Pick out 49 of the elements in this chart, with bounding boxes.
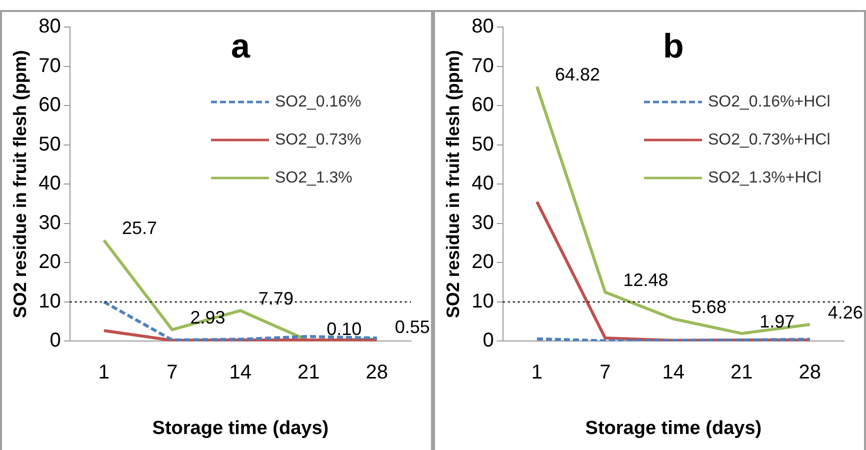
y-tick-label: 30 [38, 212, 61, 234]
legend-label: SO2_1.3% [275, 169, 352, 186]
x-tick-label: 21 [730, 362, 753, 384]
x-tick-label: 1 [531, 362, 543, 384]
x-tick-label: 14 [662, 362, 685, 384]
y-tick-label: 60 [472, 94, 494, 116]
y-tick-label: 10 [472, 290, 494, 312]
data-label: 0.55 [394, 317, 430, 338]
y-axis-title: SO2 residue in fruit flesh (ppm) [442, 50, 463, 318]
data-label: 25.7 [122, 218, 158, 238]
y-tick-label: 50 [472, 133, 494, 156]
y-tick-label: 70 [38, 54, 61, 77]
data-label: 7.79 [258, 288, 294, 309]
legend-label: SO2_0.73%+HCl [708, 131, 830, 148]
x-tick-label: 28 [798, 362, 822, 384]
x-tick-label: 21 [298, 362, 320, 384]
legend-label: SO2_0.16% [275, 93, 362, 110]
y-tick-label: 80 [38, 16, 61, 38]
data-label: 64.82 [554, 64, 600, 85]
data-label: 5.68 [691, 296, 726, 317]
data-label: 4.26 [828, 302, 863, 322]
x-axis-title: Storage time (days) [585, 418, 762, 439]
y-tick-label: 30 [472, 212, 494, 234]
data-label: 1.97 [760, 311, 795, 332]
legend-label: SO2_1.3%+HCl [708, 169, 822, 186]
data-label: 12.48 [623, 270, 668, 290]
x-tick-label: 7 [166, 362, 178, 384]
chart-title: a [230, 27, 251, 66]
y-tick-label: 20 [38, 251, 61, 274]
x-axis-title: Storage time (days) [152, 418, 329, 439]
y-tick-label: 0 [50, 330, 61, 352]
x-tick-label: 28 [366, 362, 388, 384]
y-tick-label: 60 [38, 94, 61, 116]
data-label: 0.10 [326, 318, 362, 339]
y-tick-label: 0 [482, 330, 494, 352]
y-tick-label: 20 [472, 251, 494, 274]
legend-label: SO2_0.73% [275, 131, 362, 148]
y-tick-label: 80 [472, 16, 494, 38]
chart-title: b [663, 27, 684, 66]
y-tick-label: 70 [472, 54, 494, 77]
y-tick-label: 50 [38, 133, 61, 156]
x-tick-label: 14 [229, 362, 252, 384]
x-tick-label: 7 [600, 362, 611, 384]
legend-label: SO2_0.16%+HCl [708, 93, 830, 110]
x-tick-label: 1 [98, 362, 110, 384]
y-tick-label: 10 [38, 290, 61, 312]
y-axis-title: SO2 residue in fruit flesh (ppm) [10, 50, 30, 318]
y-tick-label: 40 [38, 172, 61, 195]
y-tick-label: 40 [472, 172, 494, 195]
